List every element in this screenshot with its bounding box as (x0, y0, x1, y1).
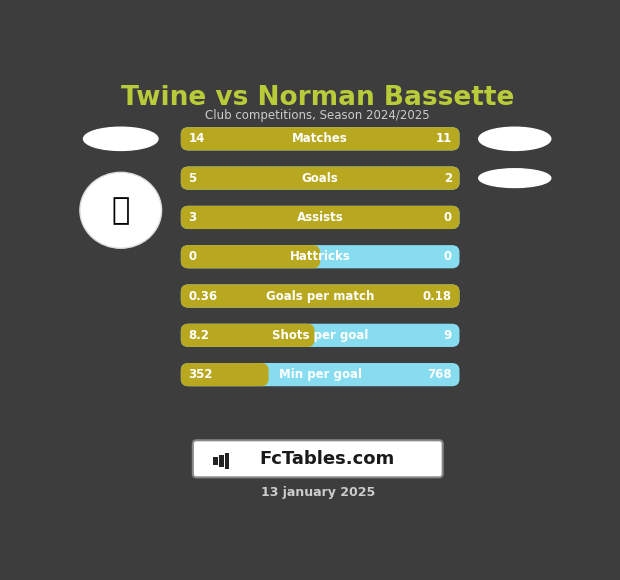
Text: 2: 2 (444, 172, 452, 184)
Text: 🛡: 🛡 (112, 196, 130, 225)
Text: 0: 0 (188, 250, 197, 263)
Ellipse shape (479, 127, 551, 150)
Text: Hattricks: Hattricks (290, 250, 350, 263)
FancyBboxPatch shape (213, 457, 218, 465)
FancyBboxPatch shape (181, 284, 459, 307)
FancyBboxPatch shape (225, 454, 229, 469)
FancyBboxPatch shape (181, 166, 459, 190)
Text: Goals: Goals (302, 172, 339, 184)
FancyBboxPatch shape (181, 363, 459, 386)
Text: 5: 5 (188, 172, 197, 184)
FancyBboxPatch shape (181, 127, 459, 150)
Text: 768: 768 (427, 368, 452, 381)
FancyBboxPatch shape (181, 245, 320, 269)
Text: Twine vs Norman Bassette: Twine vs Norman Bassette (121, 85, 515, 111)
Text: 0: 0 (444, 211, 452, 224)
Text: 14: 14 (188, 132, 205, 146)
Ellipse shape (84, 127, 158, 150)
Ellipse shape (479, 169, 551, 187)
Text: Min per goal: Min per goal (278, 368, 361, 381)
FancyBboxPatch shape (181, 324, 314, 347)
Text: 0.18: 0.18 (423, 289, 452, 303)
Text: Club competitions, Season 2024/2025: Club competitions, Season 2024/2025 (205, 109, 430, 122)
Text: 8.2: 8.2 (188, 329, 210, 342)
Text: Matches: Matches (292, 132, 348, 146)
FancyBboxPatch shape (181, 127, 459, 150)
FancyBboxPatch shape (181, 206, 459, 229)
Text: 3: 3 (188, 211, 197, 224)
FancyBboxPatch shape (193, 440, 443, 477)
FancyBboxPatch shape (219, 455, 224, 467)
FancyBboxPatch shape (181, 284, 459, 307)
Text: Shots per goal: Shots per goal (272, 329, 368, 342)
Text: 13 january 2025: 13 january 2025 (260, 486, 375, 499)
Text: Assists: Assists (297, 211, 343, 224)
FancyBboxPatch shape (181, 166, 459, 190)
Text: 0.36: 0.36 (188, 289, 218, 303)
Text: Goals per match: Goals per match (266, 289, 374, 303)
Text: 11: 11 (436, 132, 452, 146)
Circle shape (80, 172, 162, 248)
FancyBboxPatch shape (181, 206, 459, 229)
FancyBboxPatch shape (181, 245, 459, 269)
Text: FcTables.com: FcTables.com (260, 450, 395, 468)
FancyBboxPatch shape (181, 363, 268, 386)
Text: 9: 9 (443, 329, 452, 342)
FancyBboxPatch shape (181, 324, 459, 347)
Text: 352: 352 (188, 368, 213, 381)
Text: 0: 0 (444, 250, 452, 263)
